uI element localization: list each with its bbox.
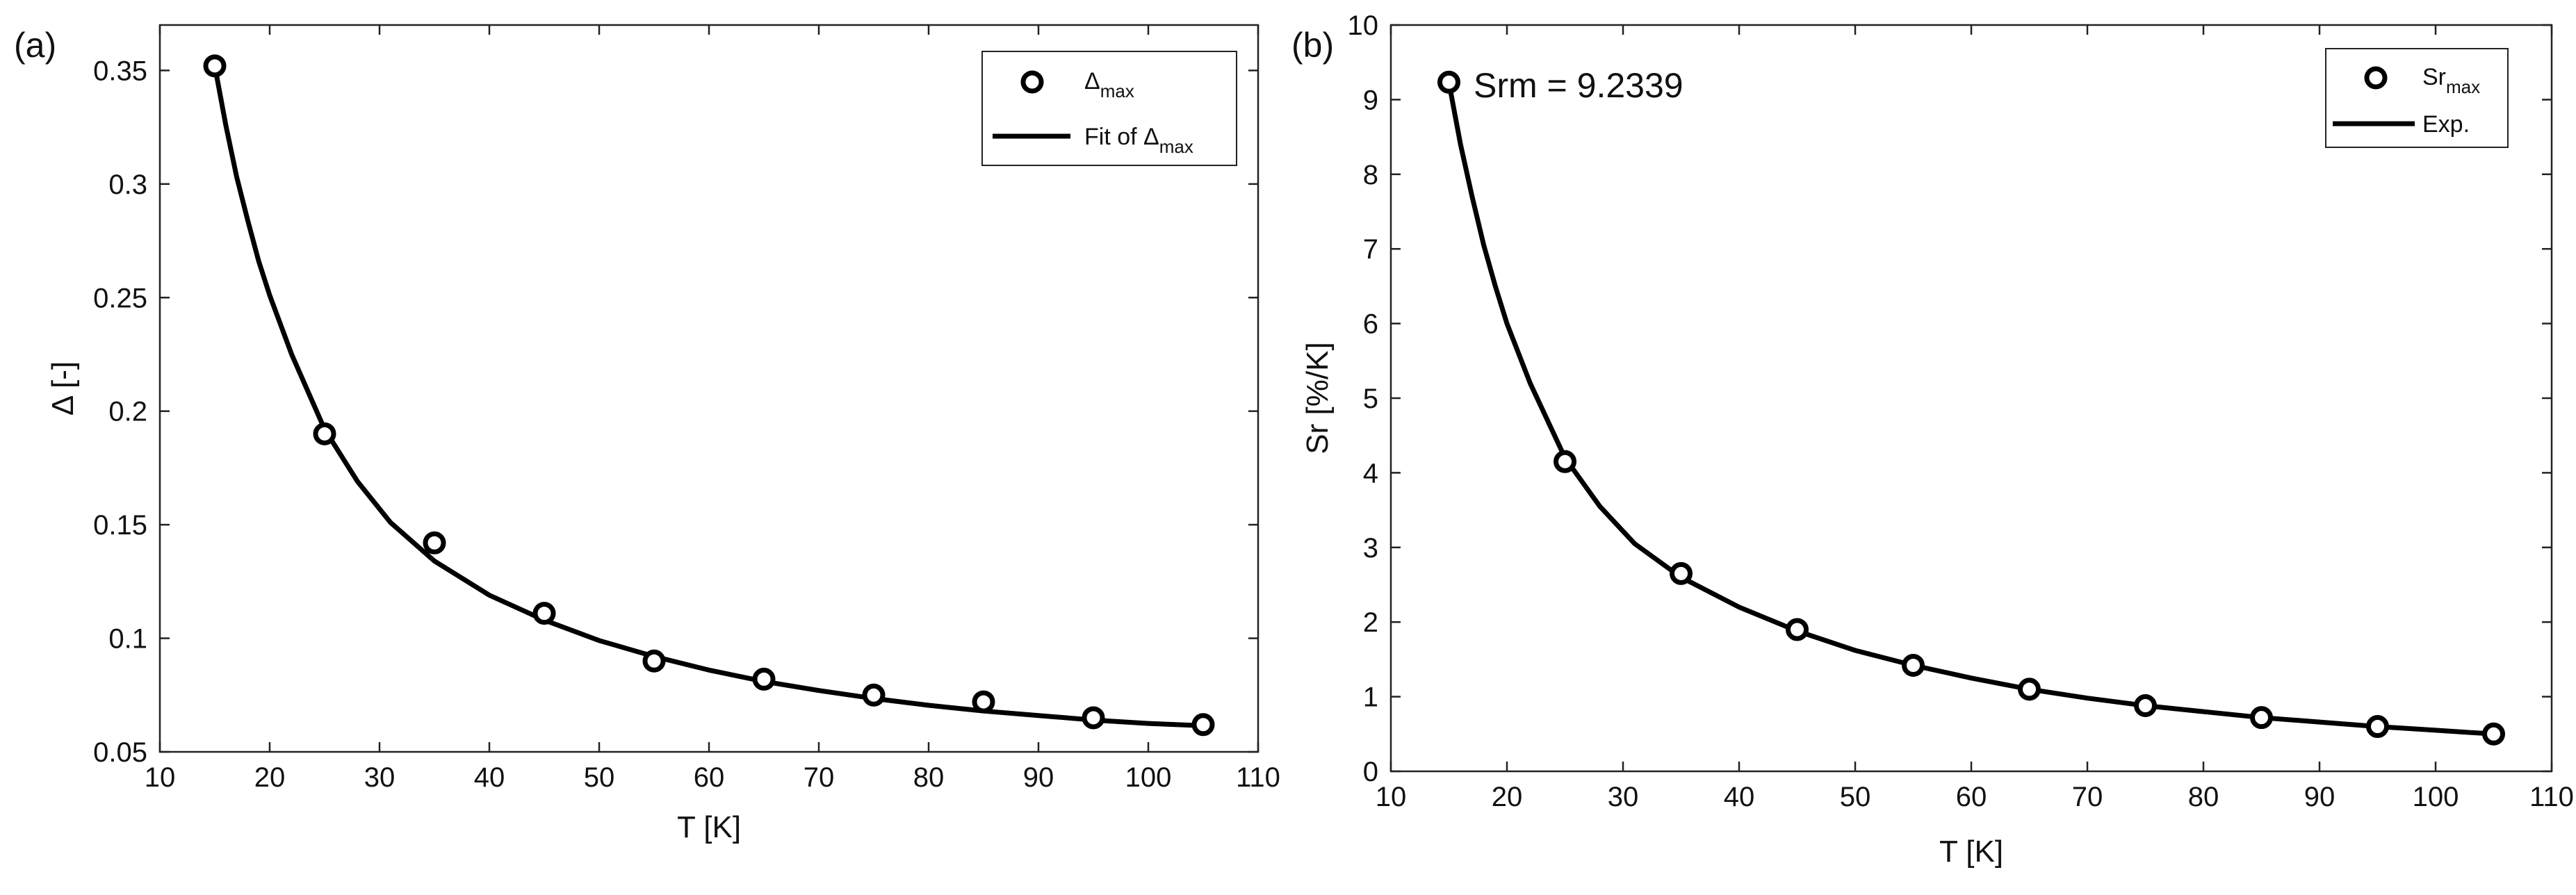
plot-frame-b	[1389, 24, 2553, 773]
data-point-b-5	[2018, 678, 2041, 701]
y-tick-label-a-4: 0.25	[93, 283, 147, 313]
x-tick-label-b-8: 90	[2304, 782, 2335, 812]
y-tick-label-b-1: 1	[1363, 682, 1378, 713]
data-point-b-4	[1902, 653, 1925, 677]
y-axis-label-b: Sr [%/K]	[1301, 342, 1335, 454]
data-markers-b	[1437, 70, 2505, 746]
x-tick-label-b-6: 70	[2072, 782, 2103, 812]
legend-box-b	[2325, 48, 2509, 148]
legend-name-a2: Fit of Δ	[1084, 124, 1159, 150]
srm-annotation: Srm = 9.2339	[1474, 66, 1684, 105]
legend-entry-line-a: Fit of Δmax	[1084, 124, 1193, 157]
data-point-b-3	[1786, 618, 1809, 641]
legend-sub-a2: max	[1159, 136, 1193, 157]
x-tick-label-a-5: 60	[694, 762, 725, 793]
y-tick-label-a-5: 0.3	[108, 170, 147, 200]
panel-b: (b) 10 20 30 40 50 60 70 80 90 100 110012345678910…	[1291, 10, 2574, 869]
y-tick-label-a-0: 0.05	[93, 737, 147, 768]
data-point-a-6	[862, 683, 886, 707]
x-tick-label-a-2: 30	[364, 762, 396, 793]
x-tick-label-a-7: 80	[913, 762, 945, 793]
data-point-a-9	[1191, 713, 1215, 737]
data-point-b-9	[2482, 722, 2505, 746]
data-point-a-5	[752, 667, 776, 691]
data-point-b-1	[1554, 450, 1576, 473]
x-tick-label-b-2: 30	[1608, 782, 1639, 812]
legend-a: Δmax Fit of Δmax	[981, 51, 1237, 166]
x-tick-label-b-7: 80	[2188, 782, 2219, 812]
legend-b: Srmax Exp.	[2325, 48, 2509, 148]
legend-entry-line-b: Exp.	[2422, 111, 2470, 138]
x-tick-label-a-3: 40	[474, 762, 505, 793]
x-tick-label-b-3: 40	[1724, 782, 1755, 812]
plot-frame-a	[158, 24, 1260, 753]
data-point-a-1	[313, 422, 336, 445]
y-tick-label-b-5: 5	[1363, 384, 1378, 414]
data-point-a-2	[423, 531, 446, 555]
panel-label-b: (b)	[1291, 26, 1334, 65]
x-tick-label-a-0: 10	[145, 762, 176, 793]
legend-marker-a	[1020, 70, 1044, 94]
x-axis-label-a: T [K]	[677, 810, 741, 844]
legend-marker-b	[2364, 66, 2388, 90]
x-tick-label-a-9: 100	[1125, 762, 1172, 793]
y-tick-label-b-6: 6	[1363, 309, 1378, 340]
data-point-a-0	[203, 54, 227, 78]
data-markers-a	[203, 54, 1215, 737]
x-tick-label-b-5: 60	[1956, 782, 1987, 812]
data-point-b-7	[2250, 706, 2273, 730]
legend-name-b2: Exp.	[2422, 111, 2470, 138]
x-tick-label-b-9: 100	[2413, 782, 2459, 812]
data-point-b-6	[2134, 693, 2157, 717]
panel-a: (a) 10 20 30 40 50 60 70 80 90 100 110 0.05 0.1 0.15 0…	[14, 24, 1280, 844]
fit-line-b	[1446, 82, 2494, 737]
legend-entry-markers-b: Srmax	[2422, 64, 2480, 97]
legend-name-a1: Δ	[1084, 68, 1100, 95]
x-tick-label-a-6: 70	[804, 762, 835, 793]
y-axis-label-a: Δ [-]	[46, 361, 80, 416]
data-point-a-8	[1082, 706, 1105, 730]
x-tick-label-a-10: 110	[1236, 762, 1280, 793]
y-tick-label-a-2: 0.15	[93, 510, 147, 541]
x-tick-label-a-4: 50	[584, 762, 615, 793]
data-point-b-8	[2366, 715, 2389, 739]
y-tick-label-b-2: 2	[1363, 607, 1378, 638]
data-point-a-4	[642, 649, 666, 673]
x-tick-label-b-10: 110	[2529, 782, 2574, 812]
data-point-b-0	[1437, 70, 1460, 94]
axes-b: 10 20 30 40 50 60 70 80 90 100 110 0 1 2 3 4 5 6 7 8 9 10	[1348, 10, 2574, 812]
legend-sub-b1: max	[2446, 76, 2480, 97]
y-tick-label-b-3: 3	[1363, 533, 1378, 564]
y-tick-label-a-6: 0.35	[93, 56, 147, 86]
y-tick-label-b-10: 10	[1348, 10, 1379, 41]
data-point-a-3	[532, 602, 556, 625]
y-tick-label-b-7: 7	[1363, 234, 1378, 265]
panel-label-a: (a)	[14, 26, 56, 65]
y-tick-label-a-3: 0.2	[108, 397, 147, 427]
y-tick-label-b-9: 9	[1363, 85, 1378, 115]
y-tick-label-b-8: 8	[1363, 160, 1378, 190]
x-tick-label-b-0: 10	[1376, 782, 1407, 812]
legend-name-b1: Sr	[2422, 64, 2446, 90]
y-tick-label-b-4: 4	[1363, 458, 1378, 488]
x-axis-label-b: T [K]	[1939, 835, 2003, 869]
legend-box-a	[981, 51, 1237, 166]
data-point-b-2	[1670, 561, 1693, 585]
x-tick-label-a-8: 90	[1023, 762, 1054, 793]
axes-a: 10 20 30 40 50 60 70 80 90 100 110 0.05 0.1 0.15 0.2 0.…	[93, 25, 1280, 793]
legend-sub-a1: max	[1100, 81, 1134, 101]
data-point-a-7	[972, 690, 995, 714]
y-tick-label-b-0: 0	[1363, 757, 1378, 787]
legend-entry-markers-a: Δmax	[1084, 68, 1134, 101]
x-tick-label-a-1: 20	[254, 762, 286, 793]
x-tick-label-b-1: 20	[1492, 782, 1523, 812]
fit-curve-b	[1446, 82, 2494, 737]
x-tick-label-b-4: 50	[1840, 782, 1871, 812]
y-tick-label-a-1: 0.1	[108, 624, 147, 655]
